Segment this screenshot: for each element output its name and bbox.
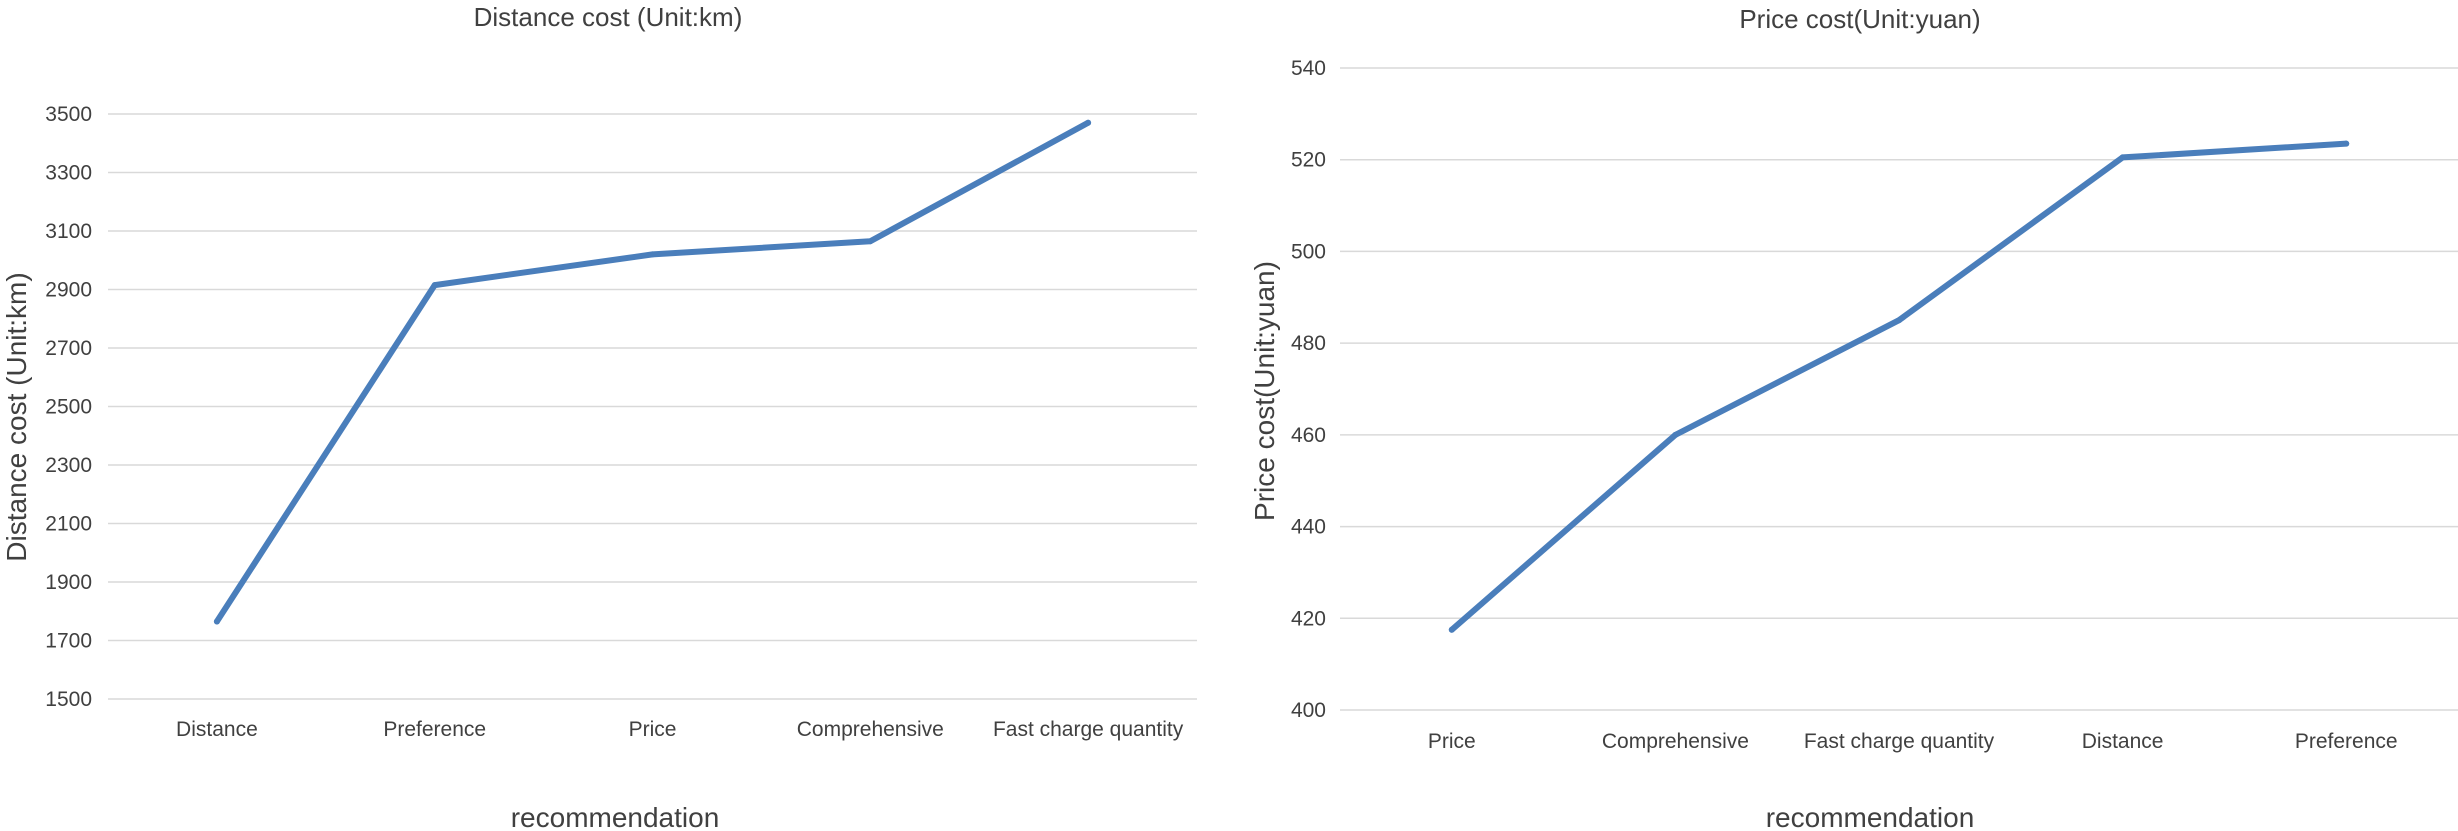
data-point xyxy=(1896,317,1902,324)
y-tick-label: 460 xyxy=(1291,424,1326,447)
y-tick-label: 500 xyxy=(1291,240,1326,263)
y-tick-label: 2700 xyxy=(45,337,92,360)
x-tick-label: Comprehensive xyxy=(797,718,944,741)
data-point xyxy=(431,282,438,289)
y-tick-label: 1500 xyxy=(45,688,92,711)
x-tick-label: Preference xyxy=(383,718,486,741)
y-tick-label: 2100 xyxy=(45,513,92,536)
y-tick-label: 3500 xyxy=(45,103,92,126)
y-tick-label: 2300 xyxy=(45,454,92,477)
chart-title: Price cost(Unit:yuan) xyxy=(1739,4,1980,34)
data-point xyxy=(1672,431,1679,438)
distance-cost-chart: Distance cost (Unit:km) Distance cost (U… xyxy=(1,2,1197,831)
y-tick-label: 480 xyxy=(1291,332,1326,355)
y-tick-label: 520 xyxy=(1291,149,1326,172)
x-tick-label: Distance xyxy=(2082,730,2164,753)
y-tick-label: 2500 xyxy=(45,396,92,419)
y-axis-title: Price cost(Unit:yuan) xyxy=(1249,261,1280,521)
x-axis-title: recommendation xyxy=(511,802,720,831)
y-tick-label: 3100 xyxy=(45,220,92,243)
x-tick-label: Comprehensive xyxy=(1602,730,1749,753)
price-cost-chart: Price cost(Unit:yuan) Price cost(Unit:yu… xyxy=(1249,4,2458,831)
data-point xyxy=(213,618,220,625)
y-tick-label: 2900 xyxy=(45,279,92,302)
data-point xyxy=(2119,154,2126,161)
data-point xyxy=(867,238,874,245)
x-tick-label: Fast charge quantity xyxy=(1804,730,1995,753)
series-line xyxy=(1448,140,2350,633)
y-tick-label: 1700 xyxy=(45,630,92,653)
y-tick-label: 3300 xyxy=(45,162,92,185)
x-tick-label: Fast charge quantity xyxy=(993,718,1184,741)
y-tick-label: 1900 xyxy=(45,571,92,594)
y-tick-label: 420 xyxy=(1291,607,1326,630)
y-tick-label: 400 xyxy=(1291,699,1326,722)
chart-title: Distance cost (Unit:km) xyxy=(474,2,743,32)
series-line xyxy=(213,119,1092,625)
data-point xyxy=(1448,626,1455,633)
data-point xyxy=(649,251,656,258)
y-tick-label: 440 xyxy=(1291,516,1326,539)
data-point xyxy=(2343,140,2350,147)
y-axis-title: Distance cost (Unit:km) xyxy=(1,272,32,561)
data-point xyxy=(1085,119,1092,126)
x-tick-label: Price xyxy=(1428,730,1476,753)
x-tick-label: Distance xyxy=(176,718,258,741)
x-axis-title: recommendation xyxy=(1766,802,1975,831)
y-tick-label: 540 xyxy=(1291,57,1326,80)
x-tick-label: Price xyxy=(629,718,677,741)
x-tick-label: Preference xyxy=(2295,730,2398,753)
